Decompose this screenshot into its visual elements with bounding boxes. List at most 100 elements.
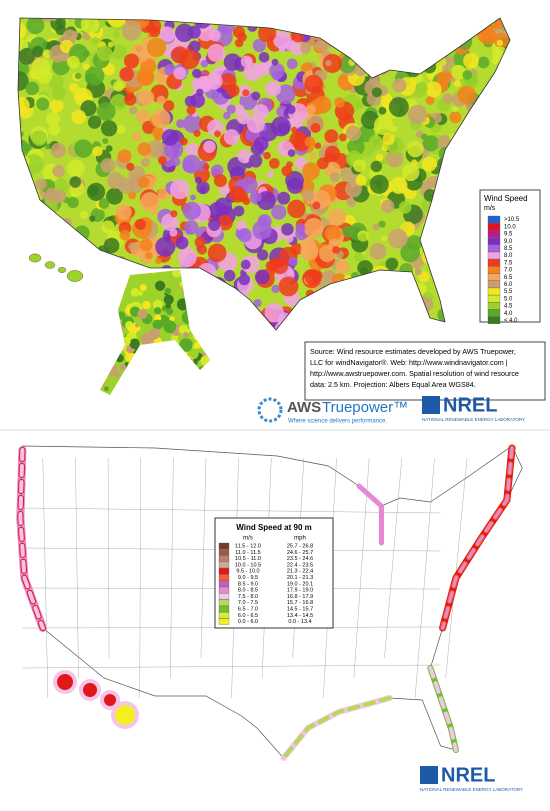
terrain-patch <box>21 288 36 302</box>
terrain-patch <box>278 276 299 297</box>
terrain-patch <box>248 320 263 330</box>
terrain-patch <box>214 130 221 138</box>
terrain-patch <box>311 21 329 39</box>
terrain-patch <box>446 188 459 201</box>
terrain-patch <box>96 102 116 121</box>
ak-patch <box>115 354 124 363</box>
terrain-patch <box>468 133 487 152</box>
terrain-patch <box>41 209 48 216</box>
terrain-patch <box>352 21 366 35</box>
terrain-patch <box>373 115 394 136</box>
terrain-patch <box>320 18 330 27</box>
terrain-patch <box>92 146 103 157</box>
legend-mph: 19.0 - 20.1 <box>287 581 313 587</box>
terrain-patch <box>480 28 497 45</box>
legend-swatch <box>487 259 501 267</box>
terrain-patch <box>359 324 377 330</box>
ak-patch <box>179 338 193 352</box>
terrain-patch <box>464 230 479 245</box>
ak-patch <box>183 272 193 283</box>
ak-patch <box>148 328 161 340</box>
terrain-patch <box>186 105 196 115</box>
legend-mph: 15.7 - 16.8 <box>287 600 313 606</box>
source-text: Source: Wind resource estimates develope… <box>310 347 519 389</box>
legend-ms: 11.5 - 12.0 <box>235 543 261 549</box>
terrain-patch <box>482 123 496 137</box>
terrain-patch <box>24 203 44 222</box>
terrain-patch <box>52 164 65 178</box>
terrain-patch <box>324 129 339 144</box>
terrain-patch <box>470 245 479 254</box>
terrain-patch <box>462 227 470 235</box>
terrain-patch <box>170 210 178 218</box>
terrain-patch <box>200 327 219 330</box>
terrain-patch <box>82 280 101 298</box>
ak-patch <box>161 383 171 393</box>
terrain-patch <box>385 269 405 289</box>
terrain-patch <box>369 305 378 314</box>
terrain-patch <box>370 160 383 173</box>
terrain-patch <box>397 40 417 60</box>
terrain-patch <box>198 297 207 306</box>
terrain-patch <box>87 115 102 129</box>
terrain-patch <box>46 313 62 329</box>
terrain-patch <box>338 133 347 142</box>
terrain-patch <box>79 210 88 219</box>
legend-unit: m/s <box>484 205 496 212</box>
terrain-patch <box>260 7 267 14</box>
terrain-patch <box>464 122 473 131</box>
terrain-patch <box>24 281 37 294</box>
terrain-patch <box>442 173 457 188</box>
terrain-patch <box>316 18 331 23</box>
ak-patch <box>200 355 210 366</box>
terrain-patch <box>356 27 372 44</box>
terrain-patch <box>450 196 461 207</box>
terrain-patch <box>18 233 32 252</box>
terrain-patch <box>94 296 103 306</box>
terrain-patch <box>222 287 239 305</box>
legend-ms: 11.0 - 11.5 <box>235 550 260 556</box>
terrain-patch <box>285 41 294 51</box>
ak-patch <box>176 392 182 395</box>
legend-swatch-2 <box>218 574 230 581</box>
terrain-patch <box>392 78 407 93</box>
legend-swatch <box>487 230 501 238</box>
terrain-patch <box>177 247 197 268</box>
terrain-patch <box>483 326 494 330</box>
ak-patch <box>142 362 151 371</box>
terrain-patch <box>18 48 36 65</box>
terrain-patch <box>187 5 196 14</box>
terrain-patch <box>327 314 339 325</box>
terrain-patch <box>193 18 212 29</box>
terrain-patch <box>405 318 417 330</box>
terrain-patch <box>80 100 97 117</box>
terrain-patch <box>440 18 454 25</box>
terrain-patch <box>338 312 345 319</box>
ak-patch <box>178 324 188 335</box>
ak-patch <box>179 280 187 288</box>
terrain-patch <box>265 80 282 97</box>
legend-title: Wind Speed <box>484 194 528 203</box>
ak-patch <box>186 384 195 392</box>
terrain-patch <box>48 123 61 136</box>
legend-swatch-2 <box>218 568 230 575</box>
terrain-patch <box>468 173 478 183</box>
terrain-patch <box>89 74 98 84</box>
ak-patch <box>197 375 205 383</box>
terrain-patch <box>132 131 142 142</box>
terrain-patch <box>57 305 73 322</box>
terrain-patch <box>414 268 422 276</box>
terrain-patch <box>257 249 269 261</box>
terrain-patch <box>314 295 332 313</box>
terrain-patch <box>171 157 181 167</box>
terrain-patch <box>394 9 401 16</box>
ak-patch <box>200 318 206 324</box>
ak-patch <box>182 331 189 338</box>
terrain-patch <box>25 294 32 301</box>
terrain-patch <box>465 229 478 242</box>
ak-patch <box>163 320 177 334</box>
terrain-patch <box>457 136 474 153</box>
terrain-patch <box>73 292 82 301</box>
terrain-patch <box>273 18 289 30</box>
terrain-patch <box>72 325 86 330</box>
